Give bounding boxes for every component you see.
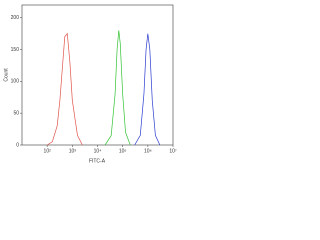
x-axis-label: FITC-A xyxy=(89,158,106,164)
y-tick-label: 200 xyxy=(11,15,20,21)
x-tick-label: 10² xyxy=(44,148,52,154)
y-tick-label: 0 xyxy=(16,142,19,148)
y-tick-label: 150 xyxy=(11,47,20,53)
histogram-line xyxy=(46,32,83,146)
plot-frame xyxy=(21,4,174,146)
x-tick-label: 10⁴ xyxy=(94,148,102,154)
chart: Count FITC-A 0 50 100 150 200 10² 10³ 10⁴ 10⁵ 10⁶… xyxy=(3,4,177,164)
x-tick-label: 10³ xyxy=(69,148,77,154)
x-tick-label: 10⁶ xyxy=(144,148,152,154)
y-axis-label: Count xyxy=(3,68,9,82)
x-tick-label: 10⁵ xyxy=(119,148,127,154)
y-tick-label: 50 xyxy=(13,111,19,117)
histogram-line xyxy=(134,33,161,146)
x-tick-label: 10⁷ xyxy=(169,148,177,154)
y-tick-label: 100 xyxy=(11,79,20,85)
histogram-line xyxy=(104,30,131,146)
